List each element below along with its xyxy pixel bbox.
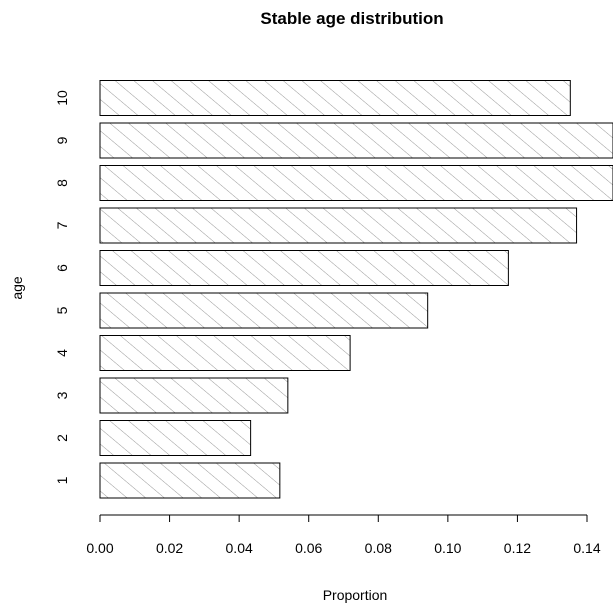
- x-tick-label: 0.00: [86, 540, 113, 556]
- bar-age-1: [99, 462, 281, 499]
- bar-age-4: [99, 335, 351, 371]
- y-tick-label: 9: [54, 136, 70, 144]
- y-tick-label: 6: [54, 264, 70, 272]
- bar-age-10: [99, 80, 571, 116]
- bar-age-7: [99, 207, 578, 244]
- x-tick-label: 0.14: [573, 540, 600, 556]
- y-tick-label: 5: [54, 306, 70, 314]
- bar-age-3: [99, 377, 289, 414]
- y-tick-labels: 1 2 3 4 5 6 7 8 9 10: [54, 90, 70, 484]
- y-tick-label: 10: [54, 90, 70, 106]
- x-tick-label: 0.12: [504, 540, 531, 556]
- bar-age-6: [99, 250, 509, 286]
- bar-age-8: [99, 165, 613, 201]
- bar-age-5: [99, 292, 429, 329]
- bar-age-9: [99, 122, 613, 159]
- y-axis-label: age: [9, 276, 25, 300]
- y-tick-label: 7: [54, 221, 70, 229]
- x-tick-label: 0.04: [226, 540, 253, 556]
- x-tick-label: 0.02: [156, 540, 183, 556]
- bars-group: [99, 80, 613, 499]
- x-axis-ticks: 0.00 0.02 0.04 0.06 0.08 0.10 0.12 0.14: [86, 515, 601, 556]
- chart-title: Stable age distribution: [260, 9, 443, 28]
- x-tick-label: 0.08: [365, 540, 392, 556]
- bar-age-2: [99, 420, 252, 456]
- y-tick-label: 4: [54, 349, 70, 357]
- x-tick-label: 0.06: [295, 540, 322, 556]
- x-tick-label: 0.10: [434, 540, 461, 556]
- y-tick-label: 3: [54, 391, 70, 399]
- y-tick-label: 1: [54, 476, 70, 484]
- y-tick-label: 2: [54, 434, 70, 442]
- x-axis-label: Proportion: [323, 587, 388, 603]
- y-tick-label: 8: [54, 179, 70, 187]
